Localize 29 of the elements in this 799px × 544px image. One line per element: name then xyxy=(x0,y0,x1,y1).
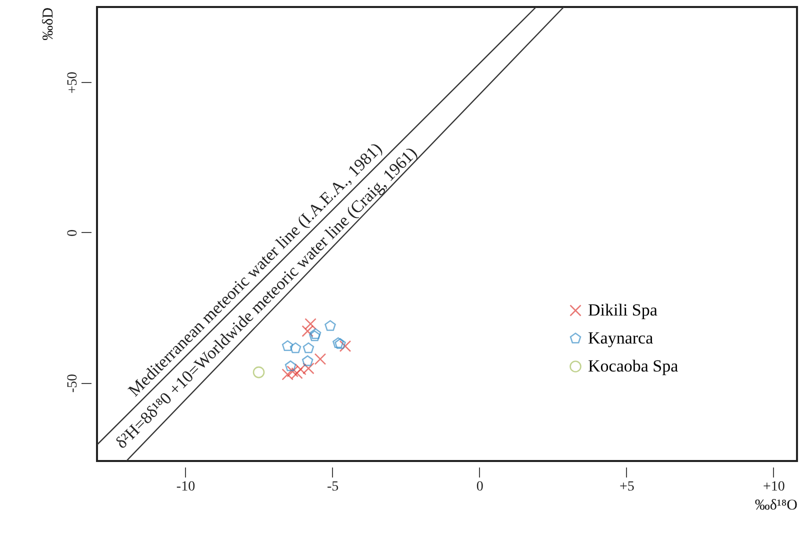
y-tick-label: 0 xyxy=(66,229,80,236)
legend-label: Kocaoba Spa xyxy=(588,356,679,376)
x-axis-title: ‰δ¹⁸O xyxy=(754,498,798,514)
x-tick-label: 0 xyxy=(476,480,484,494)
y-tick-label: +50 xyxy=(66,72,80,94)
point xyxy=(252,366,265,378)
point xyxy=(284,360,296,372)
point xyxy=(290,342,302,354)
point xyxy=(304,318,316,330)
point xyxy=(286,366,298,378)
point xyxy=(291,367,303,380)
point xyxy=(302,355,314,366)
x-tick-label: -5 xyxy=(326,480,339,494)
point xyxy=(302,342,314,354)
x-tick-label: +5 xyxy=(619,480,634,494)
legend-label: Kaynarca xyxy=(588,328,654,348)
point xyxy=(314,353,326,365)
y-tick-label: -50 xyxy=(66,374,80,393)
point xyxy=(324,320,336,331)
point xyxy=(282,340,294,352)
point xyxy=(339,340,352,352)
point xyxy=(302,362,314,374)
y-axis-title: ‰δD xyxy=(40,7,56,40)
x-tick-label: +10 xyxy=(763,480,785,494)
point xyxy=(302,325,314,338)
point xyxy=(282,368,294,380)
point xyxy=(294,363,306,376)
x-tick-label: -10 xyxy=(176,480,196,494)
legend-label: Dikili Spa xyxy=(588,300,658,320)
